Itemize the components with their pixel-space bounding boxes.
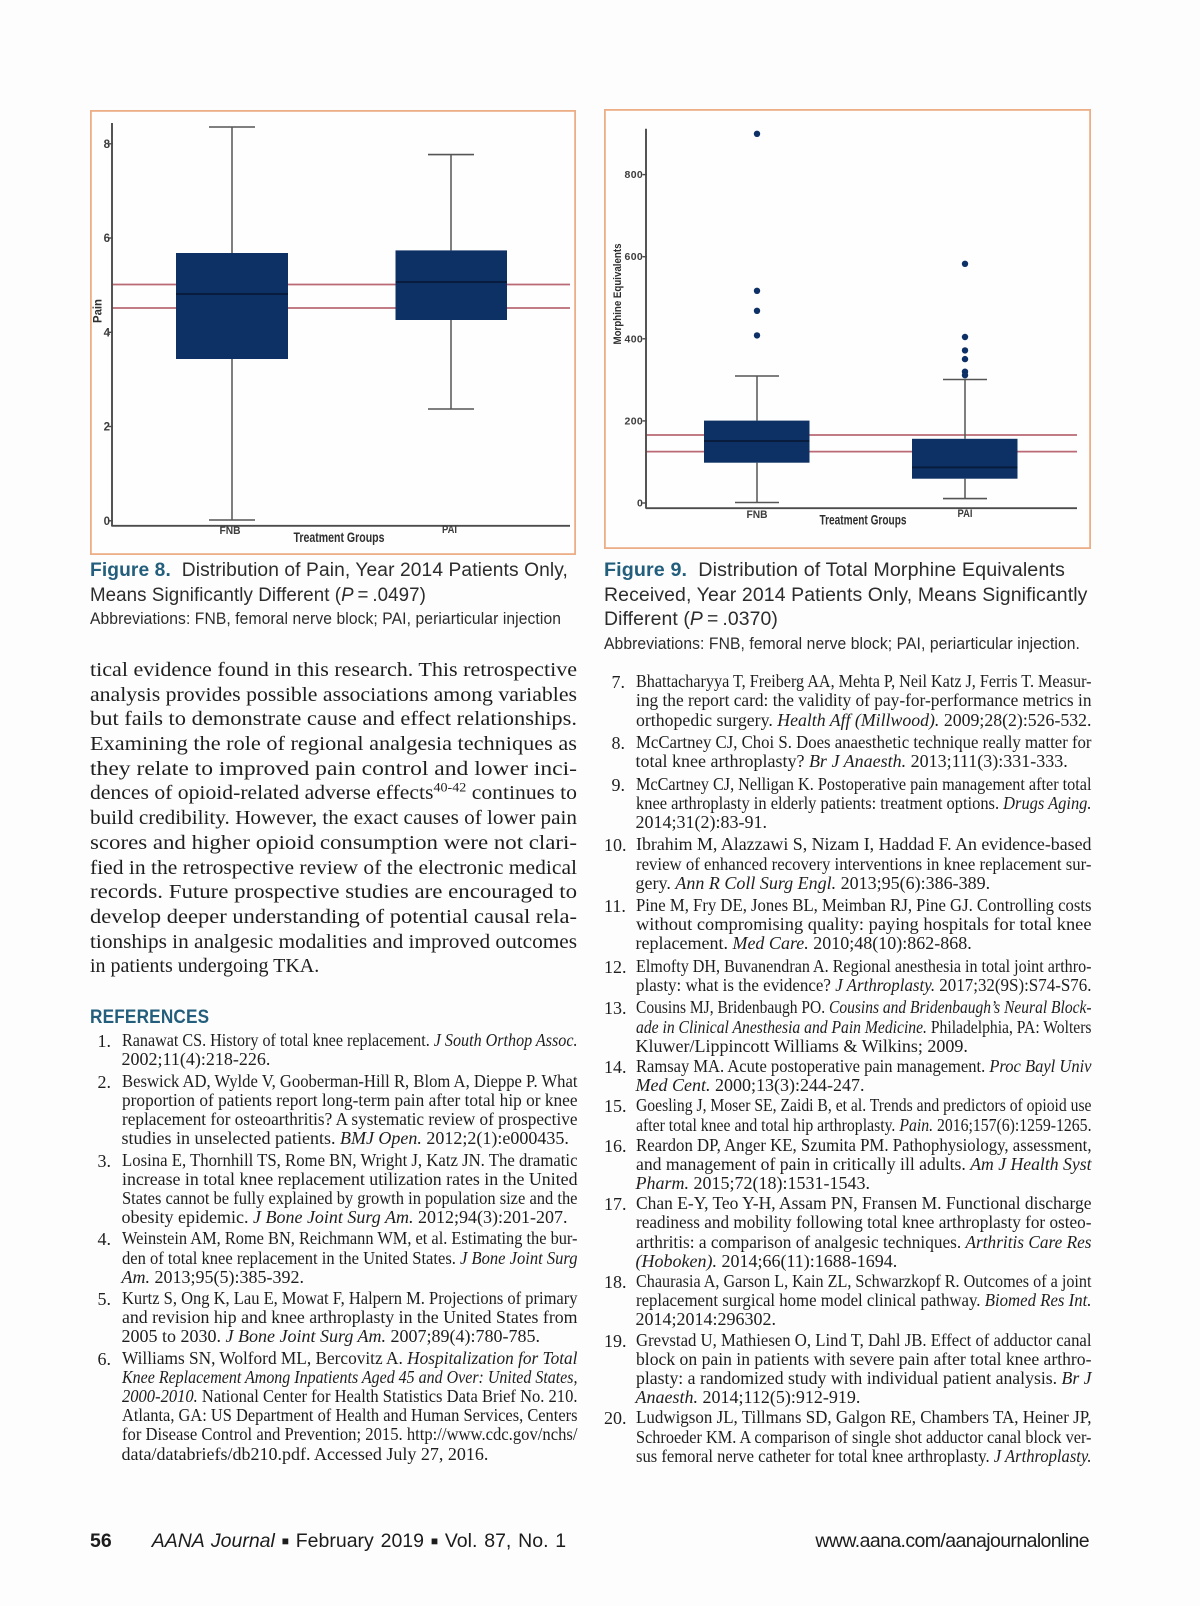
- svg-text:Morphine Equivalents: Morphine Equivalents: [612, 244, 624, 345]
- svg-text:FNB: FNB: [747, 509, 768, 521]
- svg-text:400: 400: [624, 333, 643, 345]
- svg-text:200: 200: [624, 415, 643, 427]
- svg-text:PAI: PAI: [958, 508, 973, 520]
- svg-text:Pain: Pain: [93, 299, 105, 323]
- svg-text:600: 600: [624, 251, 643, 263]
- svg-text:FNB: FNB: [220, 525, 241, 537]
- svg-text:800: 800: [624, 169, 643, 181]
- svg-text:2: 2: [104, 422, 110, 434]
- svg-text:4: 4: [104, 327, 111, 339]
- svg-text:8: 8: [104, 139, 111, 151]
- svg-text:Treatment Groups: Treatment Groups: [294, 530, 385, 545]
- svg-text:PAI: PAI: [442, 524, 457, 536]
- svg-text:0: 0: [104, 516, 110, 528]
- svg-text:6: 6: [104, 233, 110, 245]
- svg-text:0: 0: [637, 498, 643, 510]
- svg-text:Treatment Groups: Treatment Groups: [820, 513, 907, 528]
